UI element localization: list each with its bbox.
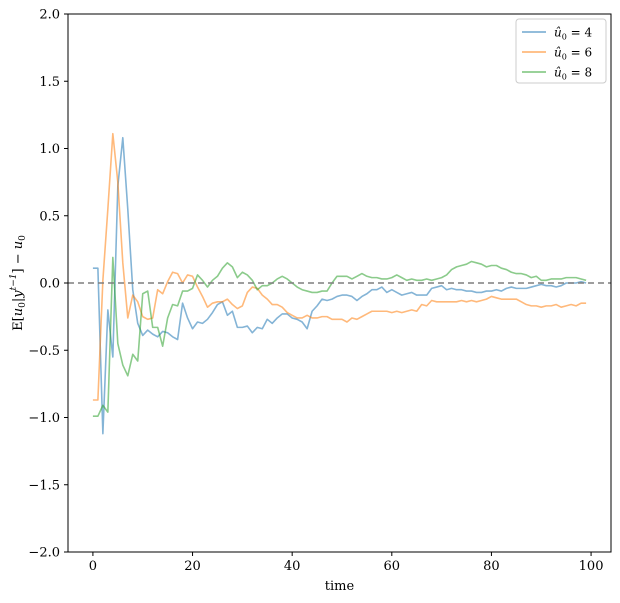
legend-label-1: û0 = 4 <box>554 26 593 42</box>
y-tick-label: 0.5 <box>39 209 60 224</box>
x-tick-label: 20 <box>184 559 201 574</box>
y-tick-label: 2.0 <box>39 8 60 23</box>
y-axis-label: E[u0|yt−1] − u0 <box>9 235 28 331</box>
x-axis-label: time <box>325 579 355 594</box>
y-tick-label: −0.5 <box>28 344 60 359</box>
legend-label-3: û0 = 8 <box>554 66 592 82</box>
x-tick-label: 60 <box>384 559 401 574</box>
y-tick-label: 1.5 <box>39 75 60 90</box>
series-line-2 <box>92 132 587 401</box>
series-line-3 <box>92 256 587 417</box>
y-tick-label: −2.0 <box>28 546 60 561</box>
legend-box <box>515 18 607 84</box>
x-tick-label: 40 <box>284 559 301 574</box>
y-axis-ticks: −2.0 −1.5 −1.0 −0.5 0.0 0.5 1.0 1.5 2.0 <box>28 8 68 561</box>
x-tick-label: 0 <box>89 559 97 574</box>
y-tick-label: 1.0 <box>39 142 60 157</box>
y-tick-label: −1.0 <box>28 411 60 426</box>
series-line-1 <box>92 136 587 435</box>
y-axis-label-text: E[u0|yt−1] − u0 <box>9 235 28 331</box>
x-axis-ticks: 0 20 40 60 80 100 <box>89 552 604 574</box>
y-tick-label: 0.0 <box>39 277 60 292</box>
y-tick-label: −1.5 <box>28 478 60 493</box>
x-tick-label: 80 <box>483 559 500 574</box>
legend: û0 = 4 û0 = 6 û0 = 8 <box>515 18 607 84</box>
x-tick-label: 100 <box>579 559 604 574</box>
plot-lines <box>92 132 587 435</box>
legend-label-2: û0 = 6 <box>554 46 592 62</box>
